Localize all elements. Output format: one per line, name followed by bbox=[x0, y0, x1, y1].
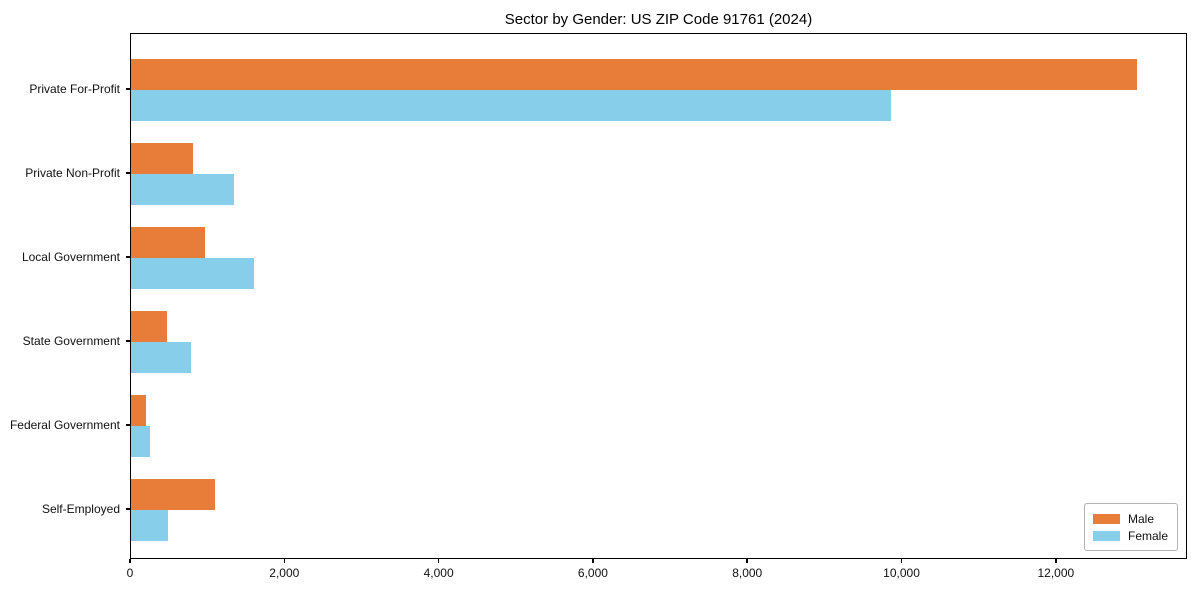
legend-label-male: Male bbox=[1127, 511, 1154, 526]
bar-female-private-non-profit bbox=[131, 174, 235, 205]
ytick-label-state-government: State Government bbox=[22, 334, 120, 348]
xtick-mark-10000 bbox=[900, 559, 903, 563]
xtick-mark-6000 bbox=[592, 559, 594, 563]
legend-item-male: Male bbox=[1092, 510, 1168, 527]
xtick-label-10000: 10,000 bbox=[883, 566, 920, 580]
ytick-mark-self-employed bbox=[126, 508, 130, 510]
bar-male-local-government bbox=[131, 227, 206, 258]
bar-female-self-employed bbox=[131, 510, 168, 541]
legend-swatch-male-icon bbox=[1092, 513, 1120, 524]
legend-label-female: Female bbox=[1127, 528, 1168, 543]
xtick-label-4000: 4,000 bbox=[423, 566, 454, 580]
legend: Male Female bbox=[1083, 503, 1178, 551]
ytick-label-private-for-profit: Private For-Profit bbox=[29, 82, 120, 96]
xtick-mark-8000 bbox=[746, 559, 748, 563]
bar-male-self-employed bbox=[131, 479, 216, 510]
ytick-label-private-non-profit: Private Non-Profit bbox=[25, 166, 120, 180]
xtick-mark-4000 bbox=[437, 559, 440, 563]
legend-swatch-female-icon bbox=[1092, 530, 1120, 541]
bar-female-private-for-profit bbox=[131, 90, 891, 121]
xtick-label-0: 0 bbox=[126, 566, 134, 580]
ytick-label-self-employed: Self-Employed bbox=[41, 502, 120, 516]
xtick-label-8000: 8,000 bbox=[732, 566, 763, 580]
ytick-label-federal-government: Federal Government bbox=[9, 418, 120, 432]
xtick-label-6000: 6,000 bbox=[577, 566, 608, 580]
legend-item-female: Female bbox=[1092, 527, 1168, 544]
bar-male-private-non-profit bbox=[131, 143, 193, 174]
bar-female-federal-government bbox=[131, 426, 151, 457]
ytick-mark-private-non-profit bbox=[126, 172, 130, 174]
bar-male-federal-government bbox=[131, 395, 147, 426]
bar-female-state-government bbox=[131, 342, 192, 373]
ytick-mark-private-for-profit bbox=[126, 88, 130, 90]
xtick-mark-0 bbox=[129, 559, 131, 563]
ytick-label-local-government: Local Government bbox=[21, 250, 120, 264]
chart-title: Sector by Gender: US ZIP Code 91761 (202… bbox=[504, 11, 813, 28]
ytick-mark-state-government bbox=[126, 340, 130, 342]
xtick-mark-12000 bbox=[1055, 559, 1057, 563]
ytick-mark-local-government bbox=[126, 256, 130, 258]
xtick-label-2000: 2,000 bbox=[269, 566, 300, 580]
bar-male-private-for-profit bbox=[131, 59, 1138, 90]
ytick-mark-federal-government bbox=[126, 424, 130, 426]
bar-male-state-government bbox=[131, 311, 167, 342]
plot-area: Male Female bbox=[130, 33, 1187, 559]
xtick-label-12000: 12,000 bbox=[1037, 566, 1075, 580]
xtick-mark-2000 bbox=[283, 559, 286, 563]
bar-female-local-government bbox=[131, 258, 255, 289]
